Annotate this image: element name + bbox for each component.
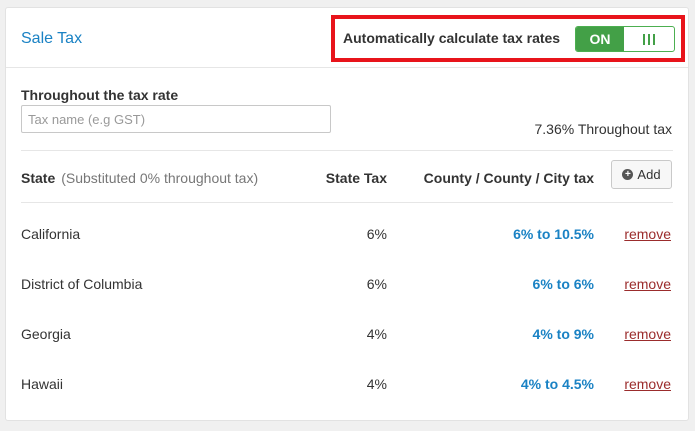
throughout-tax-text: 7.36% Throughout tax [534,121,672,137]
county-tax-range: 4% to 4.5% [520,376,594,392]
divider [21,202,673,203]
county-tax-range: 6% to 6% [532,276,594,292]
remove-link[interactable]: remove [624,326,671,342]
divider [21,150,673,151]
sale-tax-panel: Sale Tax Automatically calculate tax rat… [5,7,689,421]
auto-calc-highlight: Automatically calculate tax rates ON [331,15,685,62]
state-name: District of Columbia [21,276,143,292]
county-tax-range: 6% to 10.5% [513,226,594,242]
state-tax-value: 6% [366,276,387,292]
table-row: Hawaii 4% 4% to 4.5% remove [6,376,688,396]
state-name: Hawaii [21,376,64,392]
section-title: Sale Tax [21,30,83,47]
plus-circle-icon: + [622,169,634,180]
rate-label: Throughout the tax rate [21,87,179,103]
state-name: Georgia [21,326,71,342]
state-tax-column-header: State Tax [325,170,387,186]
state-name: California [21,226,81,242]
state-tax-value: 4% [366,376,387,392]
remove-link[interactable]: remove [624,376,671,392]
remove-link[interactable]: remove [624,226,671,242]
add-button-label: Add [637,167,661,182]
panel-header: Sale Tax Automatically calculate tax rat… [6,8,688,68]
add-button[interactable]: + Add [611,160,672,189]
toggle-on-label: ON [576,27,624,51]
table-row: District of Columbia 6% 6% to 6% remove [6,276,688,296]
state-header-label: State [21,170,56,186]
grip-icon [643,33,655,45]
state-header-subtitle: (Substituted 0% throughout tax) [61,170,259,186]
table-row: California 6% 6% to 10.5% remove [6,226,688,246]
county-tax-range: 4% to 9% [532,326,594,342]
toggle-handle[interactable] [624,27,674,51]
tax-name-input[interactable] [21,105,331,133]
remove-link[interactable]: remove [624,276,671,292]
auto-calc-label: Automatically calculate tax rates [343,30,561,46]
state-tax-value: 6% [366,226,387,242]
county-column-header: County / County / City tax [423,170,594,186]
state-tax-value: 4% [366,326,387,342]
auto-calc-toggle[interactable]: ON [575,26,675,52]
table-row: Georgia 4% 4% to 9% remove [6,326,688,346]
state-column-header: State (Substituted 0% throughout tax) [21,170,258,186]
